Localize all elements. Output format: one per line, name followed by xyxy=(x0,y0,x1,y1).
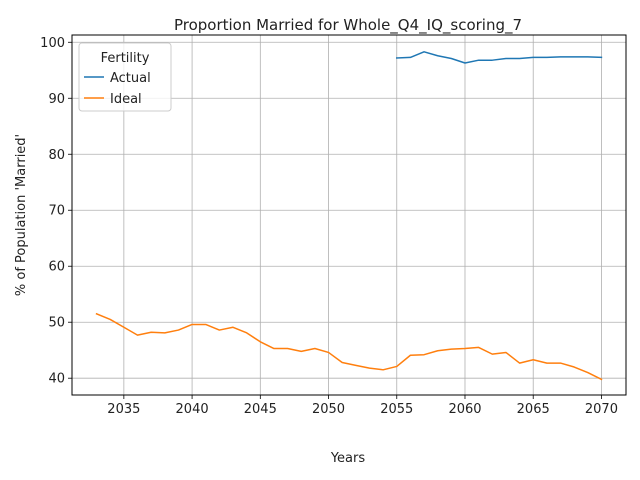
grid xyxy=(72,35,626,395)
x-tick-label: 2035 xyxy=(107,402,140,417)
plot-frame xyxy=(71,34,627,396)
y-tick-label: 50 xyxy=(48,316,65,331)
axis-ticks: 2035 2040 2045 2050 2055 2060 2065 2070 40 50 60 70… xyxy=(40,36,618,417)
chart-title: Proportion Married for Whole_Q4_IQ_scori… xyxy=(174,16,522,35)
x-tick-label: 2055 xyxy=(380,402,413,417)
series-lines xyxy=(95,51,603,381)
legend-title: Fertility xyxy=(101,51,150,66)
legend-box xyxy=(78,42,172,112)
legend-label-actual: Actual xyxy=(110,71,151,86)
x-tick-label: 2065 xyxy=(517,402,550,417)
y-tick-label: 70 xyxy=(48,204,65,219)
y-tick-label: 90 xyxy=(48,92,65,107)
legend: Fertility Actual Ideal xyxy=(78,42,172,112)
x-tick-label: 2050 xyxy=(312,402,345,417)
y-tick-label: 100 xyxy=(40,36,65,51)
x-tick-label: 2060 xyxy=(448,402,481,417)
series-line-actual xyxy=(395,51,603,64)
x-tick-label: 2070 xyxy=(585,402,618,417)
x-axis-label: Years xyxy=(330,451,366,466)
legend-label-ideal: Ideal xyxy=(110,92,142,107)
x-tick-label: 2040 xyxy=(176,402,209,417)
series-line-ideal xyxy=(95,312,603,381)
y-axis-label: % of Population 'Married' xyxy=(14,134,29,296)
y-tick-label: 80 xyxy=(48,148,65,163)
x-tick-label: 2045 xyxy=(244,402,277,417)
y-tick-label: 60 xyxy=(48,260,65,275)
y-tick-label: 40 xyxy=(48,372,65,387)
